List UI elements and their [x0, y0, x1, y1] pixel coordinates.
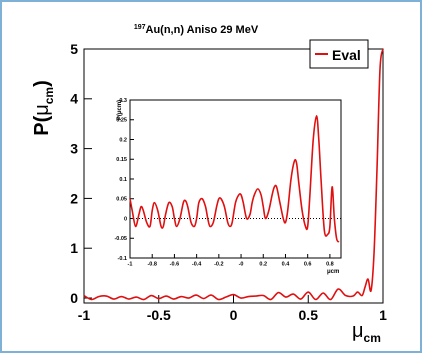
inset-y-tick-label: 0.1 — [119, 177, 127, 183]
inset-y-tick-label: 0.25 — [116, 118, 127, 124]
inset-x-tick-label: -0.6 — [170, 261, 179, 267]
inset-x-tick-label: 0.8 — [326, 261, 334, 267]
main-y-label-main: P( — [31, 115, 53, 135]
main-x-label: μcm — [352, 320, 381, 345]
main-y-tick-label: 2 — [70, 190, 78, 206]
inset-background — [100, 94, 356, 268]
main-y-tick-label: 0 — [70, 290, 78, 306]
inset-x-tick-label: -1 — [128, 261, 133, 267]
main-y-label-close: ) — [31, 80, 53, 87]
main-x-label-mu: μ — [352, 320, 364, 342]
main-x-tick-label: -1 — [78, 307, 91, 323]
inset-x-tick-label: -0.8 — [147, 261, 156, 267]
inset-x-tick-label: -0.2 — [214, 261, 223, 267]
inset-y-tick-label: 0.15 — [116, 157, 127, 163]
main-x-tick-label: 1 — [379, 307, 387, 323]
inset-x-tick-label: 0.2 — [259, 261, 267, 267]
inset-y-tick-label: 0 — [124, 216, 127, 222]
main-y-label-mu: μ — [31, 104, 53, 116]
inset-y-tick-labels: -0.1 -0.05 0 0.05 0.1 0.15 0.2 0.25 0.3 — [114, 98, 127, 262]
inset-y-label: P(μcm) — [117, 100, 123, 120]
main-y-tick-label: 4 — [70, 91, 78, 107]
legend: Eval — [309, 39, 369, 69]
main-y-tick-label: 1 — [70, 240, 78, 256]
main-x-tick-label: 0.5 — [299, 307, 319, 323]
inset-axis-ticks — [129, 99, 331, 259]
main-axis-ticks — [83, 48, 384, 303]
inset-y-tick-label: 0.2 — [119, 137, 127, 143]
inset-chart: -1 -0.8 -0.6 -0.4 -0.2 -0 0.2 0.4 0.6 0.8 -0.1-0.… — [100, 94, 356, 275]
inset-y-tick-label: 0.05 — [116, 197, 127, 203]
legend-label-eval: Eval — [332, 47, 361, 63]
inset-y-label-text: P(μcm) — [117, 100, 123, 120]
inset-x-tick-label: -0.4 — [192, 261, 202, 267]
inset-x-tick-label: 0.6 — [304, 261, 312, 267]
main-x-tick-labels: -1 -0.5 0 0.5 1 — [78, 307, 387, 323]
main-x-tick-label: -0.5 — [147, 307, 171, 323]
main-series-line-eval — [83, 48, 384, 301]
inset-x-tick-label: -0 — [239, 261, 244, 267]
main-y-tick-label: 5 — [70, 41, 78, 57]
main-x-tick-label: 0 — [230, 307, 238, 323]
main-y-tick-labels: 0 1 2 3 4 5 — [70, 41, 78, 306]
inset-x-tick-labels: -1 -0.8 -0.6 -0.4 -0.2 -0 0.2 0.4 0.6 0.8 — [128, 261, 334, 267]
inset-y-tick-label: -0.1 — [118, 256, 127, 262]
chart-title-superscript: 197 — [134, 24, 146, 31]
main-x-label-sub: cm — [364, 331, 381, 345]
main-y-label-sub: cm — [42, 87, 56, 104]
chart-title: 197Au(n,n) Aniso 29 MeV — [134, 24, 259, 36]
main-y-label: P(μcm) — [31, 80, 56, 136]
chart-title-main: Au(n,n) Aniso 29 MeV — [146, 24, 259, 36]
inset-x-label: μcm — [327, 269, 339, 275]
inset-x-tick-label: 0.4 — [282, 261, 291, 267]
main-y-tick-label: 3 — [70, 141, 78, 157]
inset-y-tick-label: 0.3 — [119, 98, 127, 104]
inset-y-tick-label: -0.05 — [114, 236, 127, 242]
inset-series-line-eval — [129, 114, 340, 243]
